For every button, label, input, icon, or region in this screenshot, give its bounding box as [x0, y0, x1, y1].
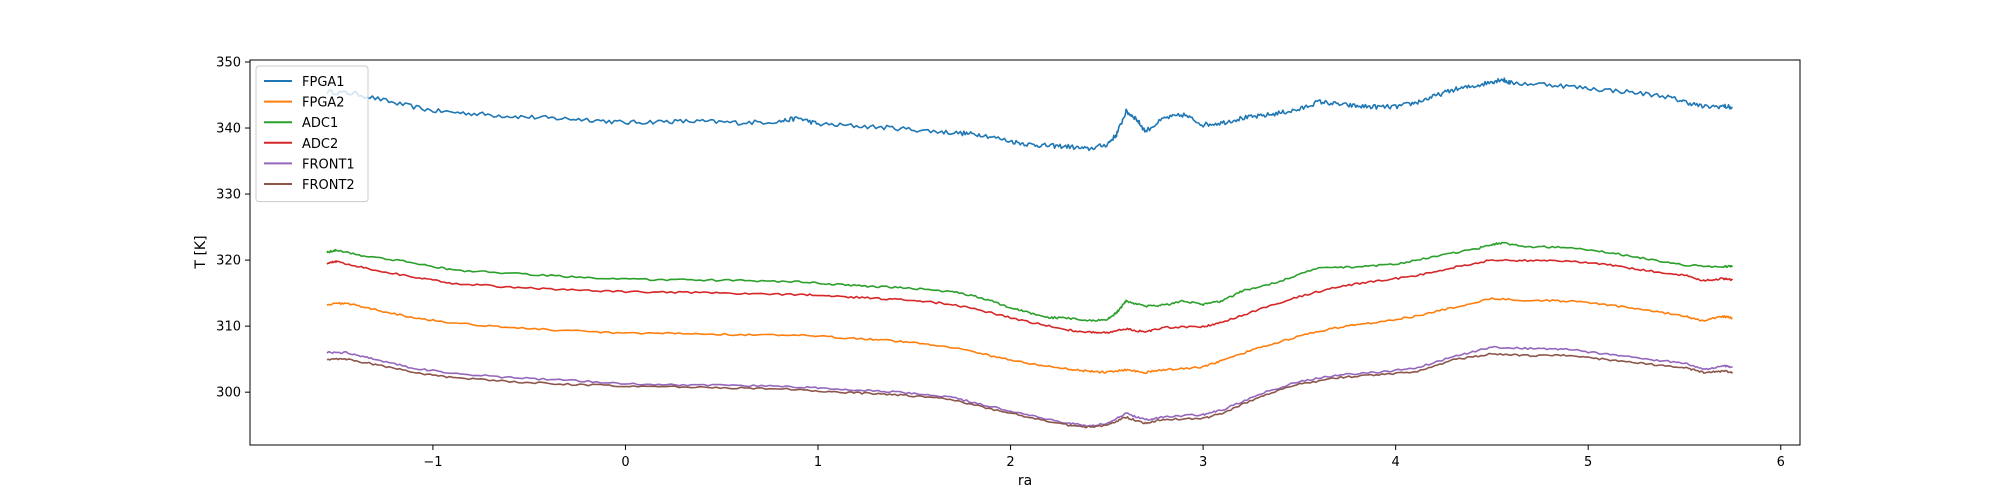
series-line-front2 [326, 352, 1734, 429]
series-line-front1 [326, 345, 1733, 428]
x-tick-label: 3 [1199, 455, 1207, 470]
series-line-adc1 [326, 241, 1734, 322]
y-tick-label: 300 [216, 386, 241, 401]
x-tick-label: 2 [1006, 455, 1014, 470]
legend-label-front1: FRONT1 [302, 157, 355, 172]
legend-label-fpga2: FPGA2 [302, 96, 345, 111]
x-tick-label: −1 [423, 455, 442, 470]
legend-label-fpga1: FPGA1 [302, 75, 345, 90]
series-line-adc2 [326, 258, 1734, 334]
legend-box [255, 65, 369, 203]
y-tick-label: 340 [216, 122, 241, 137]
series-line-fpga2 [326, 297, 1733, 375]
y-tick-label: 310 [216, 320, 241, 335]
legend-label-adc2: ADC2 [302, 137, 338, 152]
x-tick-label: 0 [621, 455, 629, 470]
legend-label-front2: FRONT2 [302, 178, 355, 193]
x-tick-label: 6 [1777, 455, 1785, 470]
x-tick-label: 1 [814, 455, 822, 470]
axes-frame [249, 59, 1801, 446]
x-axis-label: ra [1018, 473, 1032, 489]
x-axis: −1 0 1 2 3 4 5 6 [423, 445, 1785, 470]
y-tick-label: 320 [216, 254, 241, 269]
x-tick-label: 5 [1584, 455, 1592, 470]
x-tick-label: 4 [1392, 455, 1400, 470]
legend-label-adc1: ADC1 [302, 116, 338, 131]
y-tick-label: 350 [216, 55, 241, 70]
y-axis-label: T [K] [193, 235, 209, 269]
y-axis: 300 310 320 330 340 350 [216, 55, 250, 401]
series-line-fpga1 [326, 77, 1733, 152]
y-tick-label: 330 [216, 188, 241, 203]
plot-area [326, 77, 1734, 429]
legend: FPGA1 FPGA2 ADC1 ADC2 FRONT1 FRONT2 [255, 65, 369, 203]
